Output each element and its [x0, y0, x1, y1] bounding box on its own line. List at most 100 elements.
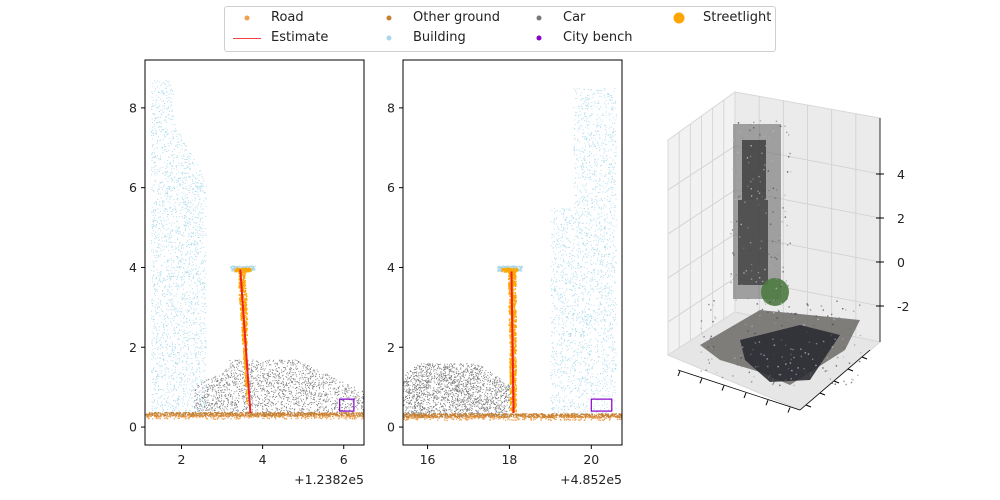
data-point — [331, 404, 333, 406]
data-point — [186, 367, 188, 369]
data-point — [155, 313, 157, 315]
data-point — [237, 368, 238, 370]
data-point — [194, 196, 196, 198]
data-point — [202, 282, 204, 284]
data-point — [188, 152, 190, 154]
data-point — [179, 382, 181, 383]
data-point — [207, 399, 209, 401]
legend-item-car: Car — [525, 10, 585, 25]
data-point — [245, 413, 247, 415]
data-point — [238, 381, 240, 383]
data-point — [240, 383, 242, 385]
data-point — [159, 367, 161, 369]
data-point — [276, 396, 277, 397]
data-point — [220, 390, 222, 392]
data-point — [186, 271, 188, 273]
data-point — [191, 337, 193, 339]
data-point — [195, 282, 197, 284]
data-point — [195, 318, 197, 320]
data-point — [191, 180, 193, 182]
data-point — [201, 348, 203, 350]
data-point — [162, 390, 164, 391]
data-point — [187, 272, 189, 274]
data-point — [189, 250, 191, 252]
data-point — [236, 404, 238, 405]
data-point — [255, 413, 257, 415]
data-point — [275, 377, 277, 379]
data-point — [257, 370, 259, 372]
data-point — [313, 397, 315, 399]
legend-item-streetlight: Streetlight — [665, 10, 771, 25]
data-point — [262, 376, 264, 377]
data-point — [158, 388, 159, 390]
data-point — [199, 400, 201, 401]
data-point — [175, 226, 177, 227]
data-point — [192, 213, 194, 215]
data-point — [234, 399, 236, 401]
data-point — [189, 383, 191, 385]
data-point — [188, 264, 190, 265]
data-point — [183, 263, 185, 265]
data-point — [307, 384, 309, 386]
data-point — [214, 403, 216, 405]
data-point — [192, 312, 194, 314]
data-point — [193, 282, 195, 283]
data-point — [160, 395, 162, 397]
data-point — [162, 173, 164, 174]
data-point — [163, 415, 165, 417]
data-point — [195, 371, 197, 373]
data-point — [205, 389, 207, 391]
data-point — [185, 388, 187, 389]
data-point — [170, 309, 172, 311]
data-point — [235, 378, 237, 380]
data-point — [178, 177, 180, 179]
data-point — [200, 228, 202, 230]
data-point — [183, 154, 185, 156]
data-point — [199, 401, 201, 402]
data-point — [202, 379, 204, 381]
data-point — [193, 243, 195, 245]
data-point — [198, 403, 200, 405]
data-point — [177, 256, 179, 258]
data-point — [180, 314, 182, 316]
data-point — [186, 357, 188, 359]
data-point — [290, 364, 292, 366]
data-point — [160, 254, 161, 256]
data-point — [211, 415, 213, 417]
data-point — [163, 296, 165, 297]
data-point — [351, 390, 353, 392]
data-point — [282, 363, 284, 365]
data-point — [354, 399, 355, 401]
data-point — [330, 381, 332, 383]
data-point — [361, 407, 363, 408]
data-point — [283, 384, 285, 386]
data-point — [334, 388, 336, 390]
data-point — [204, 269, 206, 271]
data-point — [183, 262, 185, 264]
data-point — [205, 346, 207, 348]
data-point — [326, 394, 328, 396]
data-point — [163, 236, 165, 238]
data-point — [154, 389, 156, 391]
data-point — [266, 391, 268, 393]
data-point — [162, 166, 164, 168]
data-point — [158, 122, 160, 124]
data-point — [170, 353, 172, 354]
data-point — [246, 407, 248, 409]
data-point — [179, 344, 181, 346]
data-point — [169, 207, 171, 209]
data-point — [200, 185, 202, 187]
data-point — [356, 393, 358, 395]
data-point — [224, 394, 226, 396]
data-point — [171, 242, 173, 243]
data-point — [160, 344, 162, 346]
data-point — [162, 326, 164, 328]
data-point — [181, 254, 183, 255]
data-point — [187, 210, 189, 212]
data-point — [151, 146, 153, 148]
data-point — [346, 415, 348, 417]
data-point — [155, 104, 157, 106]
data-point — [281, 409, 283, 411]
data-point — [178, 184, 180, 186]
data-point — [183, 203, 185, 205]
